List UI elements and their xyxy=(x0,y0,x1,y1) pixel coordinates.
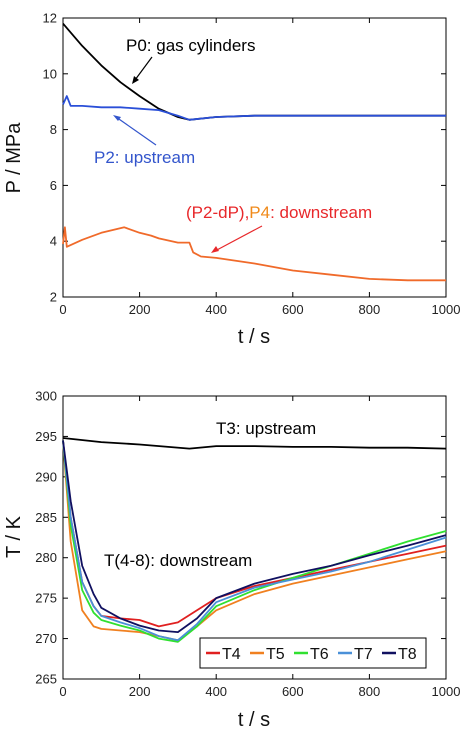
pressure-x-tick-label: 1000 xyxy=(432,302,461,317)
p0-annotation-arrow xyxy=(134,56,153,81)
pressure-y-tick-label: 2 xyxy=(50,290,57,305)
p2-annotation: P2: upstream xyxy=(94,148,195,167)
pressure-y-tick-label: 8 xyxy=(50,122,57,137)
temperature-y-tick-label: 275 xyxy=(35,591,57,606)
legend-label-t7: T7 xyxy=(354,646,373,663)
temperature-axis-ticks: 0 200 400 600 800 1000 265 270 275 280 285 290 295 30… xyxy=(35,389,460,700)
pressure-plot-frame xyxy=(62,17,447,298)
temperature-y-tick-label: 280 xyxy=(35,550,57,565)
series-line-t4 xyxy=(62,440,447,628)
temperature-y-tick-label: 265 xyxy=(35,672,57,687)
temperature-chart: 0 200 400 600 800 1000 265 270 275 280 285 290 295 30… xyxy=(3,389,460,732)
temperature-x-tick-label: 600 xyxy=(282,684,304,699)
pressure-x-tick-label: 600 xyxy=(282,302,304,317)
p0-annotation: P0: gas cylinders xyxy=(126,36,255,55)
temperature-y-axis-label: T / K xyxy=(3,515,25,558)
series-line-t6 xyxy=(62,440,447,643)
series-line-t8 xyxy=(62,440,447,633)
pressure-y-tick-label: 6 xyxy=(50,178,57,193)
series-line-t5 xyxy=(62,440,447,642)
pressure-y-tick-label: 4 xyxy=(50,234,57,249)
t48-annotation: T(4-8): downstream xyxy=(104,551,252,570)
pressure-x-tick-label: 200 xyxy=(129,302,151,317)
pressure-axis-ticks: 0 200 400 600 800 1000 2 4 6 8 10 12 xyxy=(43,11,461,318)
legend-items: T4 T5 T6 T7 T8 xyxy=(206,646,417,663)
pressure-x-tick-label: 800 xyxy=(359,302,381,317)
p4-annotation-part-2: P4 xyxy=(249,203,270,222)
series-line-p4 xyxy=(62,226,446,282)
legend-label-t8: T8 xyxy=(398,646,417,663)
temperature-x-tick-label: 0 xyxy=(59,684,66,699)
pressure-x-tick-label: 0 xyxy=(59,302,66,317)
temperature-plot-frame xyxy=(62,395,447,680)
temperature-x-axis-label: t / s xyxy=(238,709,270,731)
temperature-x-tick-label: 200 xyxy=(129,684,151,699)
pressure-series xyxy=(62,23,446,282)
t3-annotation: T3: upstream xyxy=(216,419,316,438)
temperature-y-tick-label: 270 xyxy=(35,631,57,646)
pressure-y-axis-label: P / MPa xyxy=(3,122,25,194)
temperature-series xyxy=(62,437,447,643)
temperature-x-tick-label: 1000 xyxy=(432,684,461,699)
temperature-x-tick-label: 800 xyxy=(359,684,381,699)
p4-annotation-part-1: (P2-dP), xyxy=(186,203,249,222)
p4-annotation: (P2-dP),P4: downstream xyxy=(186,203,372,222)
pressure-x-tick-label: 400 xyxy=(205,302,227,317)
pressure-y-tick-label: 10 xyxy=(43,66,57,81)
p4-annotation-arrow xyxy=(214,225,263,252)
p4-annotation-part-3: : downstream xyxy=(270,203,372,222)
p2-annotation-arrowhead xyxy=(113,115,121,121)
temperature-y-tick-label: 285 xyxy=(35,510,57,525)
temperature-y-tick-label: 295 xyxy=(35,429,57,444)
legend-label-t6: T6 xyxy=(310,646,329,663)
series-line-p2 xyxy=(62,95,446,121)
p2-annotation-arrow xyxy=(115,116,157,146)
p0-annotation-arrowhead xyxy=(132,76,139,84)
temperature-y-tick-label: 300 xyxy=(35,389,57,404)
pressure-y-tick-label: 12 xyxy=(43,11,57,26)
temperature-x-tick-label: 400 xyxy=(205,684,227,699)
legend-label-t4: T4 xyxy=(222,646,241,663)
legend-label-t5: T5 xyxy=(266,646,285,663)
p4-annotation-arrowhead xyxy=(211,246,219,253)
temperature-y-tick-label: 290 xyxy=(35,469,57,484)
series-line-t3 xyxy=(62,437,447,450)
legend: T4 T5 T6 T7 T8 xyxy=(199,637,427,669)
pressure-x-axis-label: t / s xyxy=(238,326,270,348)
series-line-t7 xyxy=(62,440,447,642)
